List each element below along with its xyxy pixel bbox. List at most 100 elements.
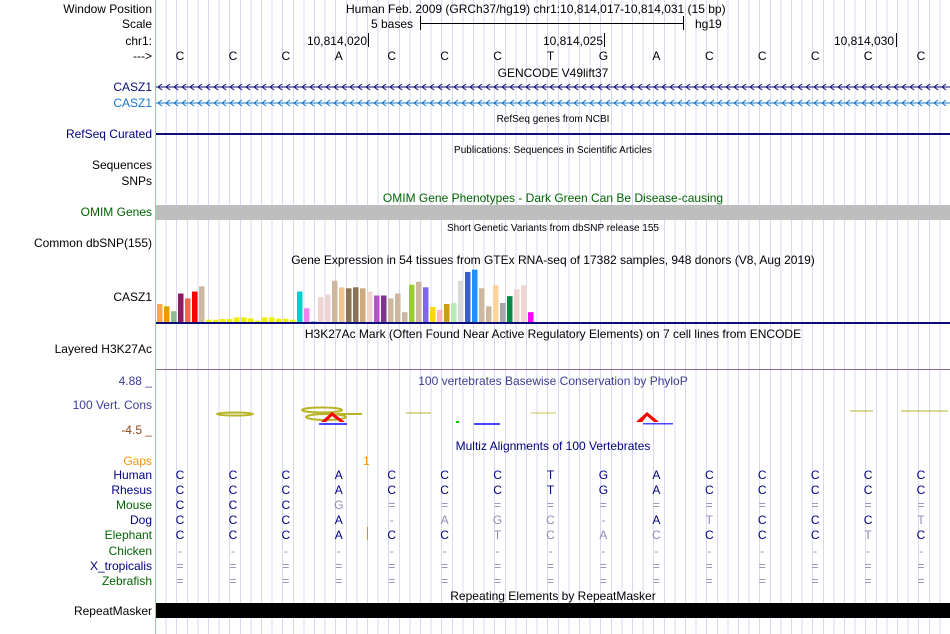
gtex-tissue-bar[interactable]	[283, 318, 289, 322]
gtex-tissue-bar[interactable]	[521, 285, 527, 322]
gtex-tissue-bar[interactable]	[388, 298, 394, 322]
gtex-tissue-bar[interactable]	[213, 319, 219, 322]
aligned-base: C	[175, 498, 185, 513]
gtex-tissue-bar[interactable]	[227, 319, 233, 322]
gtex-tissue-bar[interactable]	[500, 303, 506, 322]
gtex-tissue-bar[interactable]	[192, 291, 198, 322]
gtex-tissue-bar[interactable]	[325, 294, 331, 322]
aligned-base: =	[176, 558, 184, 573]
gtex-tissue-bar[interactable]	[472, 269, 478, 322]
gtex-tissue-bar[interactable]	[206, 319, 212, 322]
species-label[interactable]: Dog	[129, 513, 152, 528]
gtex-tissue-bar[interactable]	[234, 317, 240, 322]
gtex-tissue-bar[interactable]	[493, 285, 499, 322]
species-label[interactable]: Human	[113, 468, 152, 482]
aligned-base: C	[757, 528, 767, 543]
repeat-element-bar[interactable]	[156, 603, 950, 618]
gtex-tissue-bar[interactable]	[339, 287, 345, 322]
gtex-tissue-bar[interactable]	[269, 317, 275, 322]
aligned-base: C	[863, 483, 873, 498]
position-tick-label: 10,814,020	[306, 34, 367, 48]
omim-gene-bar[interactable]	[156, 205, 950, 220]
gtex-tissue-bar[interactable]	[360, 288, 366, 322]
position-tick	[896, 33, 897, 47]
gtex-tissue-bar[interactable]	[199, 286, 205, 322]
h3k27ac-label[interactable]: Layered H3K27Ac	[54, 342, 152, 356]
gtex-tissue-bar[interactable]	[458, 280, 464, 322]
gtex-tissue-bar[interactable]	[318, 297, 324, 322]
gtex-tissue-bar[interactable]	[507, 296, 513, 322]
gtex-tissue-bar[interactable]	[451, 303, 457, 322]
gtex-tissue-bar[interactable]	[353, 287, 359, 322]
gene-model-casz1-alt[interactable]	[156, 98, 950, 108]
gtex-tissue-bar[interactable]	[528, 312, 534, 322]
base: A	[652, 49, 661, 63]
aligned-base: C	[810, 483, 820, 498]
gtex-tissue-bar[interactable]	[409, 284, 415, 322]
phylop-label[interactable]: 100 Vert. Cons	[72, 398, 152, 412]
base: C	[704, 49, 714, 63]
gtex-tissue-bar[interactable]	[276, 318, 282, 322]
species-label[interactable]: Zebrafish	[101, 573, 152, 588]
species-label[interactable]: Mouse	[115, 498, 152, 513]
species-label[interactable]: X_tropicalis	[89, 558, 152, 573]
gtex-tissue-bar[interactable]	[220, 319, 226, 322]
gtex-tissue-bar[interactable]	[346, 288, 352, 322]
aligned-base: C	[810, 513, 820, 528]
gtex-label[interactable]: CASZ1	[113, 290, 152, 304]
gtex-tissue-bar[interactable]	[381, 295, 387, 322]
aligned-base: =	[441, 498, 449, 513]
aligned-base: -	[283, 543, 288, 558]
gtex-tissue-bar[interactable]	[311, 321, 317, 322]
refseq-label[interactable]: RefSeq Curated	[65, 127, 152, 141]
gtex-tissue-bar[interactable]	[185, 298, 191, 322]
gtex-tissue-bar[interactable]	[248, 318, 254, 322]
gtex-tissue-bar[interactable]	[395, 293, 401, 322]
gene-label-casz1[interactable]: CASZ1	[113, 80, 152, 94]
species-label[interactable]: Chicken	[108, 543, 152, 558]
omim-label[interactable]: OMIM Genes	[80, 205, 152, 219]
aligned-base: =	[441, 558, 449, 573]
gtex-tissue-bar[interactable]	[171, 311, 177, 322]
gaps-label[interactable]: Gaps	[123, 454, 152, 468]
gtex-tissue-bar[interactable]	[437, 309, 443, 322]
aligned-base: C	[281, 468, 291, 482]
gtex-tissue-bar[interactable]	[486, 306, 492, 322]
gtex-tissue-bar[interactable]	[465, 271, 471, 322]
gtex-tissue-bar[interactable]	[423, 287, 429, 322]
gtex-tissue-bar[interactable]	[374, 295, 380, 322]
gap-count: 1	[363, 454, 370, 468]
species-label[interactable]: Rhesus	[111, 483, 152, 498]
sequences-label[interactable]: Sequences	[91, 158, 152, 172]
gtex-tissue-bar[interactable]	[255, 320, 261, 322]
gtex-tissue-bar[interactable]	[241, 317, 247, 322]
gtex-tissue-bar[interactable]	[514, 289, 520, 322]
gtex-tissue-bar[interactable]	[430, 306, 436, 322]
refseq-gene-line[interactable]	[156, 133, 950, 135]
gtex-tissue-bar[interactable]	[402, 312, 408, 322]
assembly-position: Human Feb. 2009 (GRCh37/hg19) chr1:10,81…	[346, 2, 726, 16]
gtex-title: Gene Expression in 54 tissues from GTEx …	[291, 253, 815, 267]
aligned-base: =	[176, 573, 184, 588]
gtex-tissue-bar[interactable]	[178, 293, 184, 322]
gtex-tissue-bar[interactable]	[262, 317, 268, 322]
gtex-tissue-bar[interactable]	[479, 288, 485, 322]
dbsnp-label[interactable]: Common dbSNP(155)	[33, 236, 152, 250]
gtex-bar-chart[interactable]	[156, 266, 950, 326]
repeatmasker-label[interactable]: RepeatMasker	[73, 604, 152, 618]
gtex-tissue-bar[interactable]	[304, 308, 310, 322]
gene-model-casz1[interactable]	[156, 82, 950, 92]
gtex-tissue-bar[interactable]	[444, 304, 450, 322]
gtex-tissue-bar[interactable]	[164, 306, 170, 322]
gene-label-casz1-alt[interactable]: CASZ1	[113, 96, 152, 110]
aligned-base: =	[705, 558, 713, 573]
gtex-tissue-bar[interactable]	[290, 319, 296, 322]
gtex-tissue-bar[interactable]	[367, 291, 373, 322]
species-label[interactable]: Elephant	[104, 528, 152, 543]
gtex-tissue-bar[interactable]	[332, 280, 338, 322]
gtex-tissue-bar[interactable]	[416, 281, 422, 322]
snps-label[interactable]: SNPs	[121, 174, 152, 188]
aligned-base: C	[863, 468, 873, 482]
gtex-tissue-bar[interactable]	[157, 304, 163, 322]
gtex-tissue-bar[interactable]	[297, 291, 303, 322]
